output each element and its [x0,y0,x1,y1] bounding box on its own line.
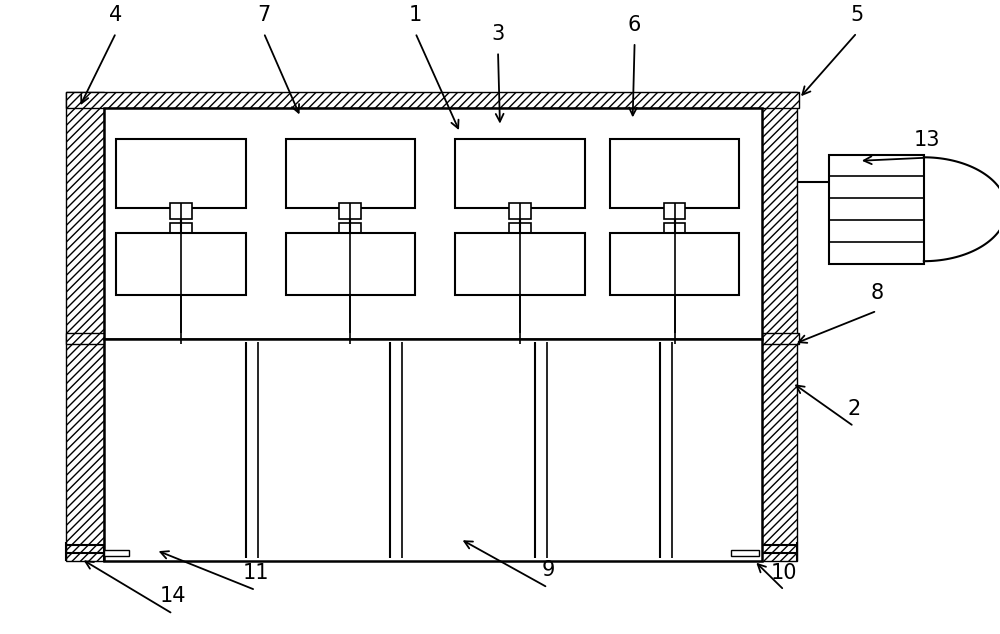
Bar [455,139,585,208]
Bar [610,233,739,295]
Bar [66,333,799,344]
Text: 2: 2 [847,399,861,419]
Text: 13: 13 [914,130,940,150]
Text: 6: 6 [628,15,641,35]
Bar [66,92,799,108]
Text: 5: 5 [850,5,864,25]
Bar [509,204,531,219]
Bar [104,339,762,560]
Text: 7: 7 [257,5,270,25]
Bar [455,233,585,295]
Bar [170,204,192,219]
Text: 4: 4 [109,5,123,25]
Bar [286,233,415,295]
Bar [610,139,739,208]
Bar [104,108,762,339]
Bar [116,139,246,208]
Bar [339,204,361,219]
Text: 10: 10 [771,562,797,583]
Bar [104,550,129,556]
Bar [829,155,924,264]
Text: 11: 11 [242,562,269,583]
Bar [66,92,104,560]
Text: 1: 1 [409,5,422,25]
Bar [509,223,531,239]
Bar [116,233,246,295]
Text: 14: 14 [160,586,186,606]
Bar [286,139,415,208]
Text: 3: 3 [491,24,505,44]
Bar [664,204,685,219]
Bar [339,223,361,239]
Text: 8: 8 [870,283,884,303]
Text: 9: 9 [541,560,555,580]
Bar [731,550,759,556]
Bar [664,223,685,239]
Bar [170,223,192,239]
Bar [759,92,797,560]
